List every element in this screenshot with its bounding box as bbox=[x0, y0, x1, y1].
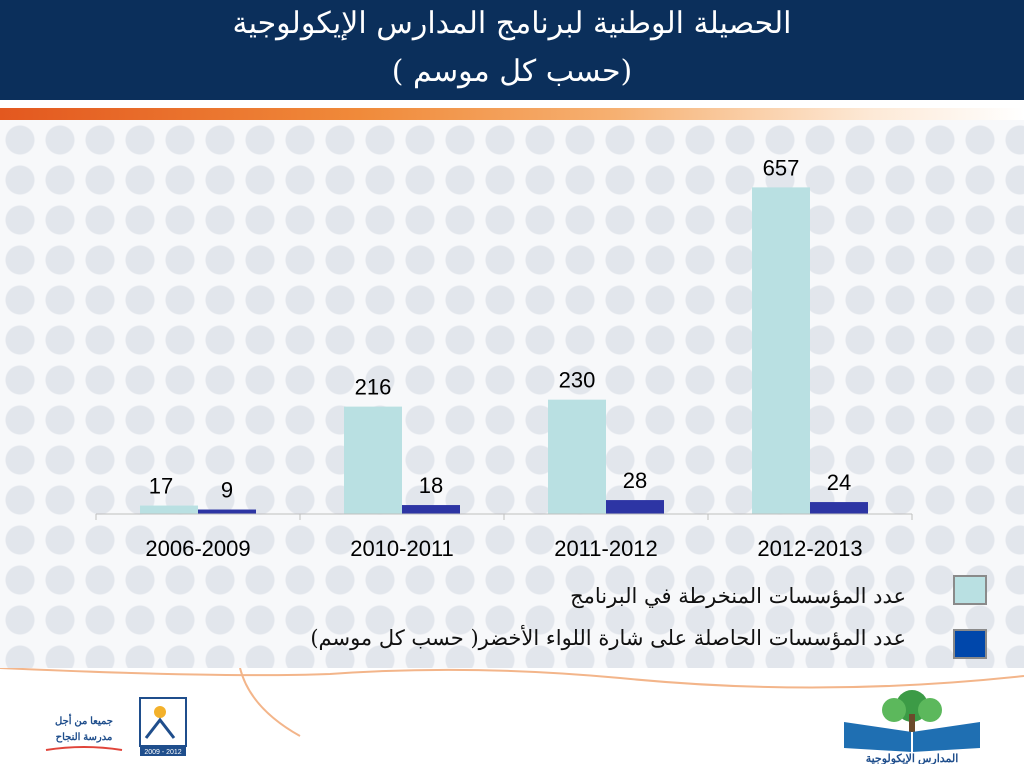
right-logo: المدارس الإيكولوجية bbox=[834, 688, 990, 766]
data-label-series2: 18 bbox=[419, 473, 443, 498]
left-logo-text-2: مدرسة النجاح bbox=[56, 732, 113, 743]
left-logo-years: 2009 - 2012 bbox=[144, 749, 181, 756]
x-tick-label: 2011-2012 bbox=[554, 536, 658, 561]
bar-series1-2010-2011 bbox=[344, 406, 402, 514]
bar-series1-2012-2013 bbox=[752, 187, 810, 514]
bar-series2-2010-2011 bbox=[402, 505, 460, 514]
data-label-series2: 24 bbox=[827, 470, 851, 495]
bar-series2-2011-2012 bbox=[606, 500, 664, 514]
data-label-series1: 230 bbox=[559, 368, 596, 393]
school-success-logo: جميعا من أجل مدرسة النجاح 2009 - 2012 bbox=[45, 697, 187, 756]
x-tick-label: 2012-2013 bbox=[757, 536, 862, 561]
eco-schools-logo: المدارس الإيكولوجية bbox=[844, 690, 980, 766]
legend-label-series1: عدد المؤسسات المنخرطة في البرنامج bbox=[570, 584, 906, 608]
x-tick-label: 2010-2011 bbox=[350, 536, 454, 561]
x-tick-label: 2006-2009 bbox=[145, 536, 250, 561]
legend-swatch-series1 bbox=[953, 575, 987, 605]
background-pattern bbox=[0, 120, 1024, 668]
page-subtitle: ( حسب كل موسم) bbox=[391, 54, 633, 89]
bar-chart: 17 9 2006-2009 216 18 2010-2011 230 28 2011-2012… bbox=[95, 155, 913, 561]
left-logo-text-1: جميعا من أجل bbox=[55, 714, 113, 727]
footer-wave bbox=[0, 668, 1024, 737]
data-label-series2: 9 bbox=[221, 478, 233, 503]
data-label-series1: 657 bbox=[763, 155, 800, 180]
right-logo-text: المدارس الإيكولوجية bbox=[866, 753, 959, 764]
legend-swatch-series2 bbox=[953, 629, 987, 659]
bar-series1-2011-2012 bbox=[548, 399, 606, 514]
data-label-series2: 28 bbox=[623, 468, 647, 493]
left-logo: جميعا من أجل مدرسة النجاح 2009 - 2012 bbox=[36, 694, 196, 758]
accent-stripe bbox=[0, 108, 1024, 120]
legend-label-series2: عدد المؤسسات الحاصلة على شارة اللواء الأ… bbox=[310, 626, 906, 650]
data-label-series1: 17 bbox=[149, 474, 173, 499]
bar-series1-2006-2009 bbox=[140, 505, 198, 514]
title-banner: الحصيلة الوطنية لبرنامج المدارس الإيكولو… bbox=[0, 0, 1024, 100]
page-title: الحصيلة الوطنية لبرنامج المدارس الإيكولو… bbox=[232, 6, 792, 41]
bar-series2-2006-2009 bbox=[198, 509, 256, 514]
data-label-series1: 216 bbox=[355, 375, 392, 400]
bar-series2-2012-2013 bbox=[810, 502, 868, 514]
